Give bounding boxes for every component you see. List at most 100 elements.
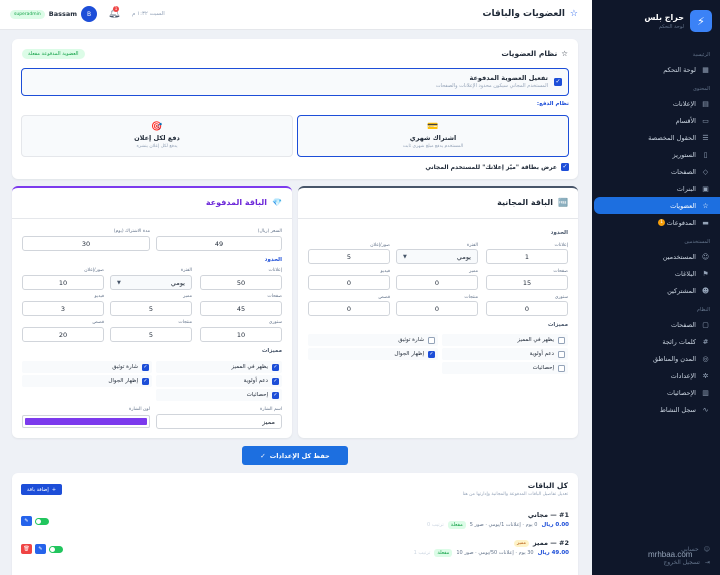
sidebar-item-reports[interactable]: ⚑ البلاغات [674, 269, 709, 278]
checkbox[interactable]: ✓ [272, 363, 279, 371]
sidebar-item-activity-log[interactable]: ∿ سجل النشاط [659, 405, 709, 414]
sidebar-item-trending[interactable]: # كلمات رائجة [662, 337, 709, 346]
avatar: B [81, 6, 98, 22]
free-period-select[interactable]: ▼ يومي [396, 249, 478, 264]
paid-products-input[interactable]: 5 [110, 327, 192, 342]
sidebar-item-pages[interactable]: ◇ الصفحات [670, 167, 709, 176]
sidebar-item-settings[interactable]: ✲ الإعدادات [670, 371, 709, 380]
checkbox[interactable]: ✓ [142, 363, 149, 371]
paid-period-select[interactable]: ▼ يومي [110, 275, 192, 290]
paid-ads-input[interactable]: 50 [200, 275, 282, 290]
sidebar-item-stories[interactable]: ▯ الستوريز [592, 146, 720, 163]
flag-icon: ⚑ [702, 269, 709, 278]
checkbox[interactable] [558, 364, 565, 372]
option-pay-per-ad[interactable]: 🎯 دفع لكل إعلان يدفع لكل إعلان ينشره [21, 115, 293, 157]
paid-limits-label: الحدود [264, 257, 282, 263]
plan-active-toggle[interactable] [49, 545, 63, 553]
label-ads: إعلانات [554, 243, 568, 248]
free-feature-stats[interactable]: إحصائيات [442, 362, 568, 374]
label-pages: صفحات [553, 269, 568, 274]
edit-icon[interactable]: ✎ [35, 544, 46, 554]
enable-paid-checkbox[interactable]: ✓ [554, 78, 562, 86]
sidebar-item-categories[interactable]: ▭ الأقسام [675, 116, 709, 125]
paid-pages-input[interactable]: 45 [200, 301, 282, 316]
free-featured-input[interactable]: 0 [396, 275, 478, 290]
free-pages-input[interactable]: 15 [486, 275, 568, 290]
free-max-stories-input[interactable]: 0 [308, 301, 390, 316]
free-images-input[interactable]: 5 [308, 249, 390, 264]
free-ads-input[interactable]: 1 [486, 249, 568, 264]
paid-feature-stats[interactable]: ✓ إحصائيات [156, 389, 282, 401]
payments-badge: 1 [658, 219, 665, 226]
card-icon: ▬ [702, 218, 709, 227]
label-stories: ستوري [554, 295, 568, 300]
checkbox[interactable]: ✓ [428, 350, 435, 358]
option-monthly-subscription[interactable]: 💳 اشتراك شهري المستخدم يدفع مبلغ شهري ثا… [297, 115, 569, 157]
plan-details: 0 يوم · إعلانات 1/يومي · صور 5 [469, 522, 538, 528]
bell-icon[interactable]: 🔔︎ 1 [108, 6, 121, 19]
featured-card-checkbox[interactable]: ✓ [561, 163, 569, 171]
free-stories-input[interactable]: 0 [486, 301, 568, 316]
checkbox[interactable]: ✓ [272, 377, 279, 385]
checkbox[interactable] [558, 336, 565, 344]
label-featured: مميز [469, 269, 478, 274]
paid-stories-input[interactable]: 10 [200, 327, 282, 342]
add-plan-button[interactable]: + إضافة باقة [21, 484, 63, 495]
paid-feature-priority[interactable]: ✓ دعم أولوية [156, 375, 282, 387]
paid-feature-phone[interactable]: ✓ إظهار الجوال [22, 375, 152, 387]
sidebar-item-custom-fields[interactable]: ☰ الحقول المخصصة [648, 133, 709, 142]
sidebar-item-cities[interactable]: ◎ المدن والمناطق [652, 354, 709, 363]
checkbox[interactable] [558, 350, 565, 358]
my-account-link[interactable]: ☺ حسابي [681, 546, 710, 553]
sidebar-item-memberships[interactable]: ☆ العضويات [594, 197, 720, 214]
enable-paid-membership[interactable]: ✓ تفعيل العضوية المدفوعة المستخدم المجان… [21, 68, 569, 96]
brand-subtitle: لوحة التحكم [658, 23, 684, 30]
featured-card-toggle[interactable]: ✓ عرض بطاقة "ميّز إعلانك" للمستخدم المجا… [425, 163, 569, 171]
plan-active-toggle[interactable] [35, 517, 49, 525]
plan-name: #1 — مجاني [527, 511, 569, 519]
checkbox[interactable]: ✓ [142, 377, 149, 385]
free-products-input[interactable]: 0 [396, 301, 478, 316]
sidebar-item-system-pages[interactable]: ▢ الصفحات [670, 320, 709, 329]
sidebar-item-users[interactable]: ☺ المستخدمين [662, 252, 710, 261]
checkbox[interactable]: ✓ [272, 391, 279, 399]
badge-name-input[interactable]: مميز [156, 414, 282, 429]
paid-duration-input[interactable]: 30 [22, 236, 150, 251]
free-feature-phone[interactable]: ✓ إظهار الجوال [308, 348, 438, 360]
paid-max-stories-input[interactable]: 20 [22, 327, 104, 342]
sidebar-item-ads[interactable]: ▤ الإعلانات [672, 99, 709, 108]
user-menu[interactable]: superadmin Bassam B [10, 6, 98, 22]
free-video-input[interactable]: 0 [308, 275, 390, 290]
paid-feature-featured[interactable]: ✓ يظهر في المميز [156, 361, 282, 373]
sidebar-item-statistics[interactable]: ▥ الإحصائيات [666, 388, 709, 397]
free-feature-featured[interactable]: يظهر في المميز [442, 334, 568, 346]
paid-featured-input[interactable]: 5 [110, 301, 192, 316]
document-icon: ▤ [702, 99, 709, 108]
paid-feature-verified[interactable]: ✓ شارة توثيق [22, 361, 152, 373]
paid-images-input[interactable]: 10 [22, 275, 104, 290]
divider [298, 218, 578, 219]
paid-features-label: مميزات [261, 348, 282, 354]
free-feature-verified[interactable]: شارة توثيق [308, 334, 438, 346]
sidebar-item-dashboard[interactable]: ▦ لوحة التحكم [663, 65, 709, 74]
sidebar-item-payments[interactable]: ▬ المدفوعات 1 [592, 214, 720, 231]
plan-meta: 0.00 ريال 0 يوم · إعلانات 1/يومي · صور 5… [427, 521, 569, 529]
checkbox[interactable] [428, 336, 435, 344]
edit-icon[interactable]: ✎ [21, 516, 32, 526]
logout-link[interactable]: ⇥ تسجيل الخروج [663, 559, 710, 566]
trash-icon[interactable]: 🗑︎ [21, 544, 32, 554]
user-name: Bassam [48, 10, 78, 18]
free-feature-priority[interactable]: دعم أولوية [442, 348, 568, 360]
paid-price-input[interactable]: 49 [156, 236, 282, 251]
badge-color-picker[interactable] [22, 415, 150, 428]
sidebar-item-banners[interactable]: ▣ البنرات [676, 184, 709, 193]
sidebar-item-subscribers[interactable]: ☻ المشتركين [667, 286, 710, 295]
plan-actions: ✎ [21, 516, 49, 526]
paid-video-input[interactable]: 3 [22, 301, 104, 316]
plan-row: #2 — مميز مميز 49.00 ريال 30 يوم · إعلانا… [21, 539, 569, 561]
plan-order: ترتيب 1 [413, 550, 431, 556]
star-icon: ☆ [569, 9, 578, 19]
chevron-down-icon: ▼ [403, 253, 407, 260]
user-icon: ☺ [703, 546, 710, 553]
save-all-settings-button[interactable]: حفظ كل الإعدادات ✓ [242, 446, 348, 465]
